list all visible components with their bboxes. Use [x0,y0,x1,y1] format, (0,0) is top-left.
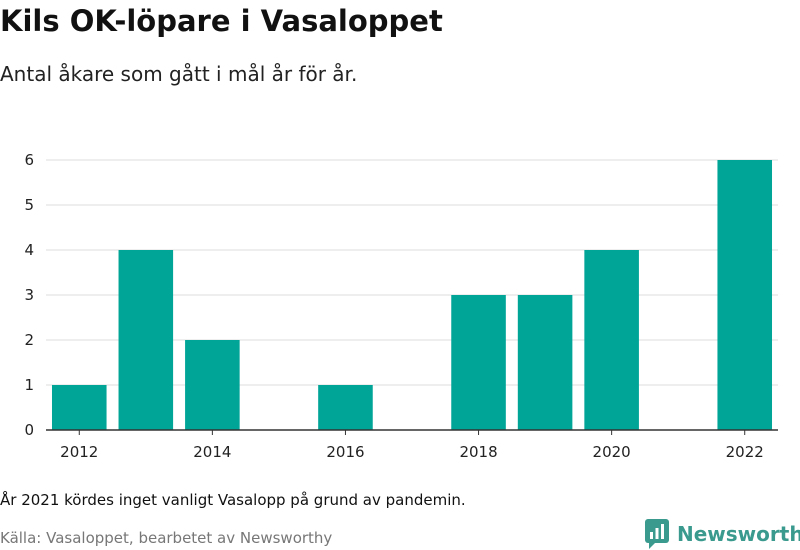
brand-name: Newsworthy [677,522,800,546]
bar-chart: 0 1 2 3 4 5 6 2012 2014 2016 2018 2020 2022 [24,151,778,461]
y-tick-label-4: 4 [24,241,34,259]
bar-2019 [517,295,573,430]
y-tick-label-3: 3 [24,286,34,304]
y-tick-label-6: 6 [24,151,34,169]
bar-2016 [318,385,373,430]
bar-2012 [51,385,107,430]
bar-2018 [451,295,506,430]
bar-2020 [584,250,639,430]
y-tick-label-1: 1 [24,376,34,394]
chart-title: Kils OK-löpare i Vasaloppet [0,4,443,38]
newsworthy-logo-icon [645,519,669,549]
x-tick-label-2012: 2012 [60,443,98,461]
y-tick-label-0: 0 [24,421,34,439]
x-tick-label-2022: 2022 [726,443,764,461]
brand: Newsworthy [645,519,800,549]
chart-note: År 2021 kördes inget vanligt Vasalopp på… [0,491,466,509]
bar-2013 [118,250,174,430]
x-tick-label-2018: 2018 [459,443,497,461]
chart-subtitle: Antal åkare som gått i mål år för år. [0,62,358,86]
bar-2014 [185,340,240,430]
y-tick-label-2: 2 [24,331,34,349]
x-tick-label-2014: 2014 [193,443,231,461]
x-tick-label-2016: 2016 [326,443,364,461]
x-tick-label-2020: 2020 [593,443,631,461]
y-tick-label-5: 5 [24,196,34,214]
bar-2022 [717,160,773,430]
chart-source: Källa: Vasaloppet, bearbetet av Newswort… [0,529,333,547]
